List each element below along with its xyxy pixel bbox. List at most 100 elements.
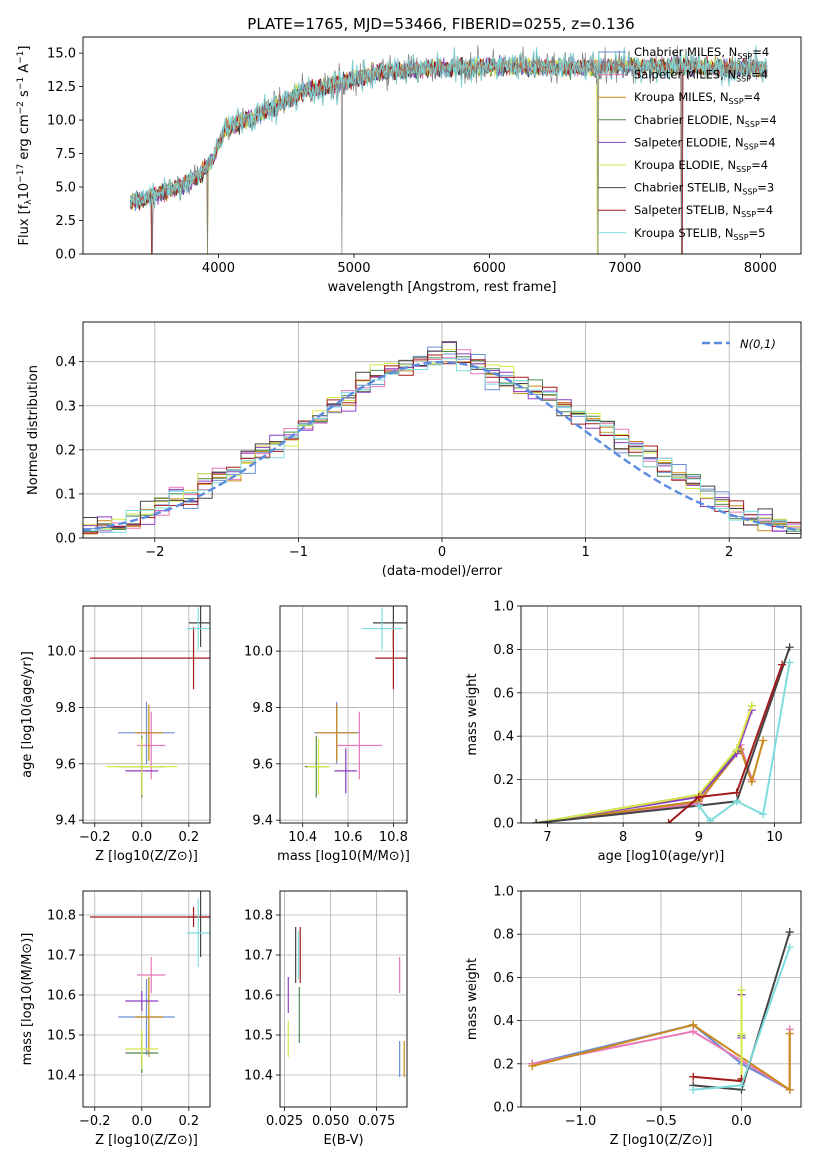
mass-weight-line bbox=[535, 646, 791, 823]
mass-weight-marker bbox=[737, 1029, 746, 1038]
y-axis-label-part: −1 bbox=[16, 51, 26, 64]
x-tick-label: 10.6 bbox=[334, 830, 363, 845]
mass-weight-marker bbox=[785, 643, 794, 652]
mass-vs-ebv-axes: 0.025 0.050 0.075 10.4 10.5 10.6 10.7 10.8 E(B-V… bbox=[244, 890, 408, 1148]
axes-frame bbox=[520, 890, 802, 1108]
age-vs-Z-plot-area bbox=[90, 606, 210, 798]
y-tick-label: 10.5 bbox=[244, 1029, 273, 1044]
x-axis-label: age [log10(age/yr)] bbox=[598, 849, 725, 864]
y-tick-label: 10.8 bbox=[244, 909, 273, 924]
legend-series-name: Salpeter MILES, N bbox=[634, 68, 736, 82]
figure-title: PLATE=1765, MJD=53466, FIBERID=0255, z=0… bbox=[247, 15, 634, 33]
axes-frame bbox=[82, 36, 802, 255]
y-axis-label: mass weight bbox=[465, 673, 480, 755]
legend-label: Chabrier ELODIE, NSSP=4 bbox=[634, 113, 777, 129]
y-tick-label: 0.4 bbox=[55, 355, 76, 370]
x-axis-label: Z [log10(Z/Z⊙)] bbox=[95, 849, 198, 864]
legend-label: Salpeter STELIB, NSSP=4 bbox=[634, 203, 773, 219]
axes-frame bbox=[279, 605, 408, 824]
legend-count: =5 bbox=[749, 226, 766, 240]
x-axis-label: Z [log10(Z/Z⊙)] bbox=[610, 1133, 713, 1148]
y-tick-label: 9.4 bbox=[55, 814, 76, 829]
y-axis-label: age [log10(age/yr)] bbox=[20, 651, 35, 778]
normal-distribution-curve bbox=[83, 360, 801, 532]
x-axis-label: mass [log10(M/M⊙)] bbox=[277, 849, 410, 864]
mass-weight-marker bbox=[732, 797, 741, 806]
x-tick-label: 5000 bbox=[337, 261, 370, 276]
y-tick-label: 0.8 bbox=[493, 643, 514, 658]
axes-frame bbox=[520, 605, 802, 824]
x-tick-label: 0.075 bbox=[358, 1114, 395, 1129]
legend-label: Kroupa MILES, NSSP=4 bbox=[634, 90, 760, 106]
y-axis-label: Normed distribution bbox=[26, 365, 41, 495]
y-tick-label: 0.2 bbox=[493, 1057, 514, 1072]
y-tick-label: 10.0 bbox=[244, 645, 273, 660]
legend-count: =4 bbox=[751, 68, 768, 82]
y-axis-label-part: erg cm bbox=[17, 114, 32, 163]
legend-count: =4 bbox=[744, 90, 761, 104]
y-tick-label: 12.5 bbox=[47, 80, 76, 95]
mass-weight-marker bbox=[706, 816, 715, 823]
legend-subscript: SSP bbox=[729, 97, 744, 106]
x-tick-label: 0.0 bbox=[731, 1114, 752, 1129]
x-tick-label: 10.4 bbox=[288, 830, 317, 845]
y-axis-label-part: A bbox=[17, 64, 32, 77]
mass-weight-marker bbox=[778, 660, 787, 669]
y-tick-label: 10.0 bbox=[47, 114, 76, 129]
legend-count: =3 bbox=[757, 181, 774, 195]
y-axis-label-part: s bbox=[17, 90, 32, 101]
y-tick-label: 10.0 bbox=[47, 645, 76, 660]
model-spectrum-line bbox=[130, 56, 768, 210]
y-tick-label: 1.0 bbox=[493, 600, 514, 615]
x-tick-label: 9 bbox=[695, 830, 703, 845]
legend-series-name: Chabrier MILES, N bbox=[634, 45, 737, 59]
legend-series-name: Kroupa STELIB, N bbox=[634, 226, 734, 240]
legend-subscript: SSP bbox=[736, 75, 751, 84]
age-vs-mass-axes: 10.4 10.6 10.8 9.4 9.6 9.8 10.0 mass [log10(M/M… bbox=[244, 605, 410, 864]
spectrum-plot-area bbox=[129, 44, 768, 254]
y-tick-label: 10.6 bbox=[47, 989, 76, 1004]
y-tick-label: 0.2 bbox=[493, 773, 514, 788]
mass-weight-line bbox=[535, 705, 753, 823]
x-tick-label: −0.5 bbox=[645, 1114, 677, 1129]
y-axis-label-part: ] bbox=[17, 46, 32, 51]
x-tick-label: 7 bbox=[543, 830, 551, 845]
y-tick-label: 9.4 bbox=[252, 814, 273, 829]
y-tick-label: 0.0 bbox=[493, 817, 514, 832]
residual-histogram bbox=[83, 354, 801, 534]
spectrum-axes: 4000 5000 6000 7000 8000 0.0 2.5 5.0 7.5 10.0 12.5… bbox=[16, 36, 802, 295]
legend-series-name: Chabrier STELIB, N bbox=[634, 181, 742, 195]
x-tick-label: 1 bbox=[581, 545, 589, 560]
mass-weight-marker bbox=[737, 986, 746, 995]
y-axis-label-part: −17 bbox=[16, 164, 26, 183]
x-tick-label: 8 bbox=[619, 830, 627, 845]
legend-label: Kroupa ELODIE, NSSP=4 bbox=[634, 158, 768, 174]
y-tick-label: 0.0 bbox=[55, 532, 76, 547]
mass-weight-line bbox=[535, 709, 753, 823]
fit-spectrum-line bbox=[130, 58, 768, 208]
mass-weight-marker bbox=[759, 810, 768, 819]
model-spectrum-line bbox=[129, 56, 768, 254]
legend-label: Salpeter ELODIE, NSSP=4 bbox=[634, 135, 776, 151]
x-axis-label: wavelength [Angstrom, rest frame] bbox=[328, 280, 557, 295]
mass-weight-marker bbox=[785, 943, 794, 952]
legend-subscript: SSP bbox=[741, 210, 756, 219]
x-tick-label: 0.025 bbox=[266, 1114, 303, 1129]
mass-weight-marker bbox=[664, 819, 673, 823]
legend-subscript: SSP bbox=[744, 142, 759, 151]
y-tick-label: 0.6 bbox=[493, 971, 514, 986]
x-tick-label: −2 bbox=[145, 545, 164, 560]
y-tick-label: 10.8 bbox=[47, 909, 76, 924]
x-axis-label: E(B-V) bbox=[323, 1133, 363, 1148]
y-axis-label-part: Flux [f bbox=[17, 204, 32, 245]
mass-weight-marker bbox=[732, 745, 741, 754]
y-tick-label: 9.8 bbox=[55, 701, 76, 716]
mass-vs-ebv-plot-area bbox=[287, 927, 405, 1077]
mass-weight-marker bbox=[532, 819, 541, 823]
mass-vs-Z-plot-area bbox=[90, 891, 210, 1073]
legend-subscript: SSP bbox=[745, 120, 760, 129]
x-tick-label: −1 bbox=[289, 545, 308, 560]
y-tick-label: 15.0 bbox=[47, 47, 76, 62]
residuals-plot-area bbox=[83, 341, 801, 535]
